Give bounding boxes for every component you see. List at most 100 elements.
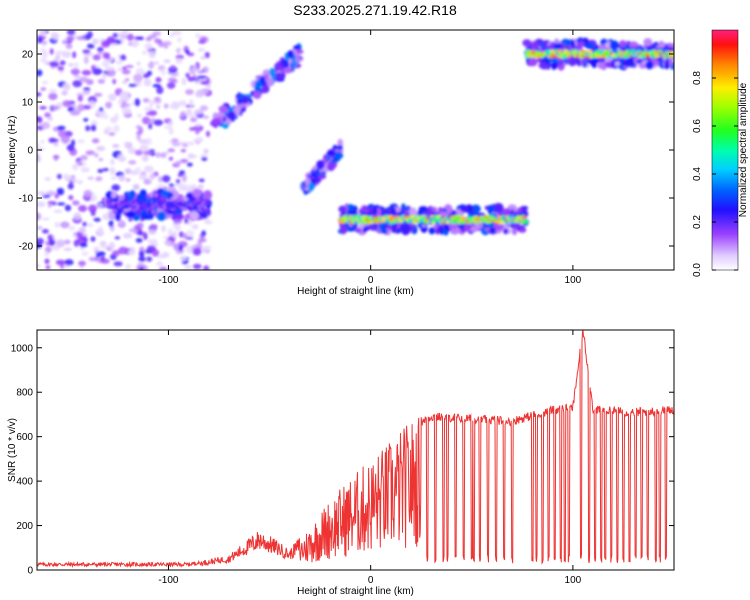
spectrogram-blob [669,43,674,48]
y-tick-label: 600 [16,432,33,443]
spectrogram-blob [185,230,195,238]
spectrogram-blob [149,173,156,180]
spectrogram-blob [48,92,58,101]
spectrogram-blob [71,178,78,183]
spectrogram-blob [41,228,49,234]
spectrogram-blob [164,240,172,246]
spectrogram-blob [193,80,203,85]
spectrogram-blob [126,33,134,41]
spectrogram-blob [54,221,60,228]
spectrogram-blob [105,126,113,133]
spectrogram-blob [315,168,320,177]
spectrogram-blob [143,178,152,185]
spectrogram-blob [266,77,274,87]
spectrogram-blob [167,148,175,153]
spectrogram-blob [134,98,141,107]
spectrogram-blob [41,50,49,58]
spectrogram-blob [133,73,143,82]
spectrogram-blob [64,204,72,212]
spectrogram-blob [86,31,93,39]
spectrogram-blob [145,111,154,116]
spectrogram-blob [161,225,166,233]
spectrogram-blob [91,64,96,72]
spectrogram-blob [83,104,92,110]
spectrogram-blob [41,40,48,45]
spectrogram-blob [363,208,370,213]
spectrogram-blob [113,261,123,267]
spectrogram-blob [334,151,344,159]
spectrogram-blob [135,237,143,243]
spectrogram-blob [41,80,49,85]
spectrogram-blob [643,38,653,47]
spectrogram-blob [156,86,164,95]
spectrogram-blob [87,176,94,180]
spectrogram-blob [143,165,154,173]
spectrogram-blob [85,150,95,156]
spectrogram-blob [124,168,132,175]
spectrogram-blob [141,116,151,125]
spectrogram-blob [63,247,73,252]
spectrogram-blob [81,251,89,256]
spectrogram-blob [184,265,193,269]
spectrogram-blob [327,161,336,172]
spectrogram-blob [88,204,98,213]
spectrogram-blob [401,227,410,236]
spectrogram-blob [260,76,266,85]
spectrogram-blob [378,221,385,231]
spectrogram-blob [134,149,143,156]
spectrogram-blob [196,75,207,79]
spectrogram-blob [115,59,123,65]
spectrogram-blob [86,223,94,228]
spectrogram-blob [170,190,179,200]
spectrogram-feature-band [522,37,674,71]
spectrogram-blob [73,212,82,221]
y-tick-label: 400 [16,477,33,488]
spectrogram-blob [167,228,173,236]
spectrogram-blob [37,155,41,163]
spectrogram-blob [372,207,378,216]
spectrogram-blob [668,56,673,67]
spectrogram-blob [192,247,202,256]
spectrogram-blob [78,204,88,213]
spectrogram-blob [180,110,186,118]
spectrogram-blob [211,118,222,125]
spectrogram-blob [610,59,616,69]
spectrogram-blob [180,148,187,153]
spectrogram-blob [577,41,585,47]
spectrogram-blob [541,61,547,67]
spectrogram-blob [93,217,101,222]
spectrogram-blob [380,229,388,234]
spectrogram-blob [493,202,504,213]
spectrogram-blob [135,167,141,173]
spectrogram-blob [57,125,66,131]
spectrogram-blob [64,259,74,266]
spectrogram-blob [193,109,204,115]
spectrogram-blob [163,125,173,129]
spectrogram-feature-scatter-noise [37,30,213,270]
spectrogram-blob [136,61,141,66]
spectrogram-blob [125,210,136,218]
spectrogram-blob [189,211,200,220]
spectrogram-blob [74,62,79,70]
spectrogram-blob [91,138,100,144]
spectrogram-blob [128,228,138,233]
spectrogram-blob [90,236,96,242]
spectrogram-blob [135,81,142,86]
spectrogram-blob [90,124,97,132]
spectrogram-blob [108,132,116,136]
spectrogram-blob [42,194,51,198]
spectrogram-blob [83,117,89,122]
spectrogram-blob [138,267,145,270]
spectrogram-blob [202,115,210,120]
spectrogram-blob [203,190,213,201]
spectrogram-blob [121,69,131,75]
colorbar-tick-label: 0.6 [692,119,703,133]
spectrogram-blob [112,124,120,133]
spectrogram-blob [460,206,470,213]
spectrogram-blob [62,83,69,89]
spectrogram-blob [62,39,67,45]
spectrogram-blob [190,197,196,202]
spectrogram-blob [178,231,184,238]
spectrogram-blob [48,88,57,94]
spectrogram-blob [92,38,99,45]
